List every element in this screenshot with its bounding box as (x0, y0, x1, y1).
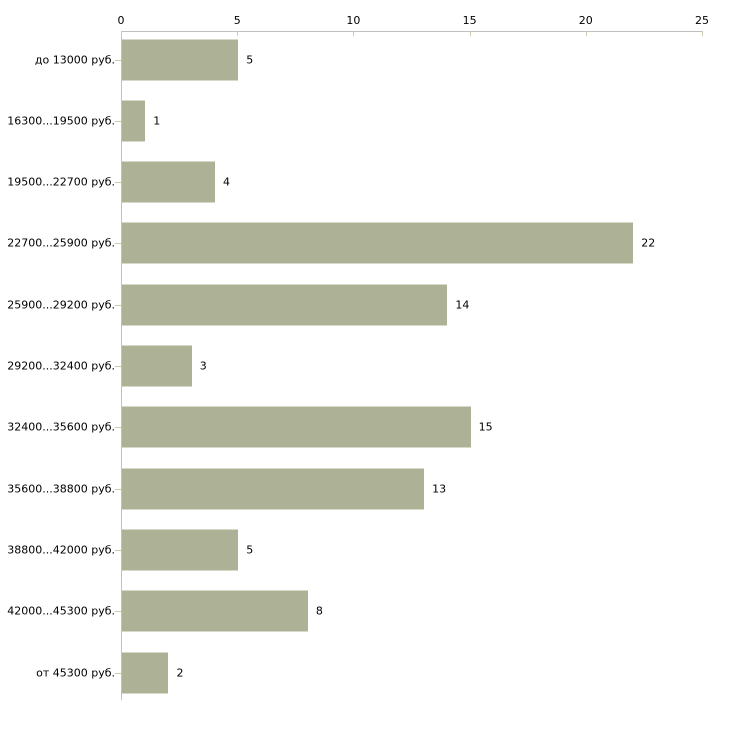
category-label: 25900...29200 руб. (7, 298, 115, 312)
x-axis-tick-label: 20 (578, 14, 593, 27)
x-axis-tick-label: 0 (117, 14, 125, 27)
bar-value-label: 4 (222, 175, 230, 189)
bar (122, 222, 634, 264)
category-label: 22700...25900 руб. (7, 236, 115, 250)
bar-value-label: 3 (199, 359, 207, 373)
bar-value-label: 13 (432, 482, 447, 496)
category-label: 29200...32400 руб. (7, 359, 115, 373)
bar (122, 161, 215, 203)
category-axis-tick-mark (115, 488, 121, 490)
category-axis-tick-mark (115, 366, 121, 367)
x-axis-tick-label: 15 (462, 14, 477, 27)
bar (122, 406, 471, 448)
x-axis-tick-mark (121, 31, 122, 36)
bar (122, 345, 192, 387)
category-label: до 13000 руб. (34, 53, 115, 66)
x-axis-tick-mark (469, 31, 471, 36)
bar (122, 529, 239, 571)
category-axis-tick-mark (115, 243, 121, 245)
plot-area (121, 31, 702, 700)
bar-value-label: 1 (153, 114, 161, 128)
category-axis-tick-mark (115, 182, 121, 184)
x-axis-tick-mark (237, 31, 239, 36)
category-label: 42000...45300 руб. (7, 604, 115, 618)
category-axis-tick-mark (115, 611, 121, 613)
category-axis-tick-mark (115, 549, 121, 551)
bar (122, 100, 146, 142)
category-label: от 45300 руб. (36, 666, 115, 679)
bar-value-label: 15 (478, 420, 493, 434)
bar (122, 468, 425, 510)
category-label: 35600...38800 руб. (7, 482, 115, 496)
bar (122, 284, 448, 326)
category-axis-tick-mark (115, 427, 121, 429)
bar (122, 652, 169, 693)
x-axis-tick-label: 5 (233, 14, 241, 27)
bar-value-label: 14 (455, 298, 470, 312)
x-axis-tick-label: 10 (346, 14, 361, 27)
bar-value-label: 8 (315, 604, 323, 618)
category-axis-tick-mark (115, 672, 121, 674)
x-axis-tick-mark (353, 31, 355, 36)
category-axis-tick-mark (115, 59, 121, 61)
bar (122, 590, 308, 632)
category-label: 16300...19500 руб. (7, 114, 115, 128)
x-axis-tick-label: 25 (695, 14, 709, 27)
category-label: 32400...35600 руб. (7, 420, 115, 434)
bar-value-label: 2 (176, 666, 184, 679)
category-label: 38800...42000 руб. (7, 543, 115, 557)
category-axis-tick-mark (115, 120, 121, 122)
category-label: 19500...22700 руб. (7, 175, 115, 189)
bar-value-label: 5 (246, 53, 254, 66)
bar-value-label: 22 (641, 236, 656, 250)
bar (122, 39, 239, 80)
x-axis-tick-mark (702, 31, 703, 36)
category-axis-tick-mark (115, 304, 121, 306)
x-axis-tick-mark (585, 31, 587, 36)
bar-value-label: 5 (246, 543, 254, 557)
